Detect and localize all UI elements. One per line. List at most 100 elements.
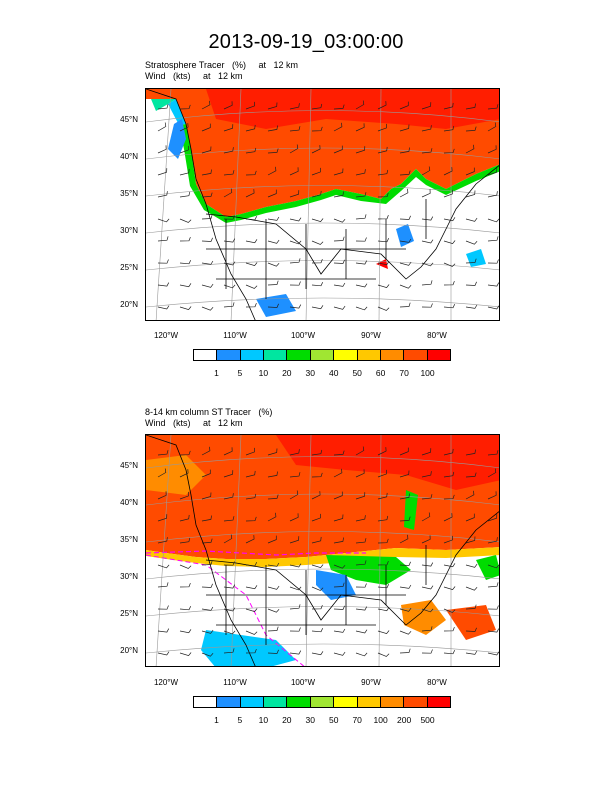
wind-barb	[289, 627, 301, 632]
wind-barb	[465, 490, 475, 500]
colorbar-swatch	[310, 697, 335, 707]
wind-barb	[223, 302, 235, 308]
colorbar-swatch	[240, 350, 265, 360]
wind-barb	[443, 535, 453, 544]
wind-barb	[179, 450, 191, 456]
wind-barb	[179, 514, 190, 522]
colorbar-label: 20	[282, 715, 292, 725]
wind-barb	[355, 629, 368, 634]
wind-barb	[267, 239, 280, 244]
wind-barb	[267, 216, 280, 221]
wind-barb	[267, 512, 277, 522]
wind-barb	[487, 104, 499, 110]
wind-barb	[223, 630, 236, 635]
wind-barb	[311, 258, 323, 264]
wind-barb	[267, 608, 280, 613]
wind-barb	[311, 218, 324, 223]
wind-barb	[245, 516, 257, 522]
panel1-lon-label: 100°W	[290, 331, 316, 340]
panel2-lat-label: 35°N	[120, 535, 138, 544]
wind-barb	[333, 191, 344, 198]
wind-barb	[157, 537, 168, 544]
wind-barb	[487, 582, 499, 588]
wind-barb	[443, 563, 456, 568]
wind-barb	[289, 240, 302, 245]
wind-barb	[289, 304, 302, 309]
wind-barb	[421, 189, 431, 198]
wind-barb	[201, 538, 213, 544]
wind-barb	[245, 124, 256, 132]
wind-barb	[157, 468, 167, 478]
wind-barbs	[157, 100, 499, 311]
wind-barb	[245, 608, 258, 613]
wind-barb	[311, 628, 324, 633]
colorbar-swatch	[357, 350, 381, 360]
panel1-lat-label: 30°N	[120, 226, 138, 235]
wind-barb	[487, 191, 498, 198]
wind-barb	[377, 192, 389, 198]
wind-barb	[443, 167, 453, 176]
wind-barb	[333, 628, 346, 633]
wind-barb	[201, 652, 214, 657]
wind-barb	[333, 145, 343, 154]
wind-barb	[487, 651, 499, 656]
wind-barb	[245, 262, 258, 267]
wind-barb	[311, 240, 324, 245]
wind-barb	[465, 449, 476, 456]
wind-barb	[201, 192, 213, 198]
wind-barb	[179, 469, 189, 478]
wind-barb	[223, 238, 236, 243]
wind-barb	[487, 605, 499, 610]
colorbar-swatch	[287, 697, 311, 707]
panel1-lon-label: 90°W	[361, 331, 381, 340]
wind-barb	[201, 306, 214, 311]
wind-barb	[377, 538, 389, 544]
panel1-border	[205, 165, 499, 280]
wind-barb	[465, 627, 477, 632]
wind-barb	[201, 629, 214, 634]
wind-barb	[245, 302, 257, 308]
wind-barb	[421, 512, 431, 522]
wind-barb	[443, 471, 455, 478]
colorbar-swatch	[217, 350, 241, 360]
wind-barb	[465, 563, 478, 568]
panel1-map-canvas	[146, 89, 499, 320]
wind-barb	[223, 516, 235, 522]
wind-barb	[289, 281, 301, 286]
wind-barb	[377, 584, 390, 589]
wind-barb	[355, 260, 368, 265]
wind-barb	[157, 514, 168, 522]
wind-barb	[267, 102, 278, 110]
panel2-lon-label: 110°W	[223, 678, 247, 687]
wind-barb	[487, 236, 499, 242]
panel1-lat-label: 25°N	[120, 263, 138, 272]
wind-barb	[223, 188, 233, 198]
wind-barb	[245, 493, 257, 500]
wind-barb	[157, 491, 167, 500]
wind-barb	[377, 238, 390, 243]
wind-barb	[355, 214, 367, 220]
wind-barb	[421, 102, 432, 110]
wind-barb	[223, 170, 235, 176]
wind-barb	[443, 217, 456, 222]
wind-barb	[355, 192, 367, 198]
wind-barb	[377, 515, 389, 522]
wind-barb	[377, 469, 387, 478]
wind-barb	[223, 561, 235, 566]
colorbar-swatch	[264, 697, 288, 707]
wind-barb	[355, 123, 365, 132]
wind-barb	[421, 535, 431, 544]
wind-barb	[267, 125, 278, 132]
wind-barb	[355, 446, 365, 456]
wind-barb	[399, 648, 411, 654]
colorbar-label: 10	[258, 715, 269, 725]
wind-barb	[311, 472, 323, 478]
wind-barb	[267, 166, 277, 176]
wind-barb	[245, 239, 258, 244]
wind-barb	[399, 630, 412, 635]
wind-barb	[179, 306, 192, 311]
wind-barb	[289, 126, 301, 132]
wind-barb	[487, 450, 499, 456]
wind-barb	[245, 447, 255, 456]
wind-barb	[465, 258, 477, 264]
